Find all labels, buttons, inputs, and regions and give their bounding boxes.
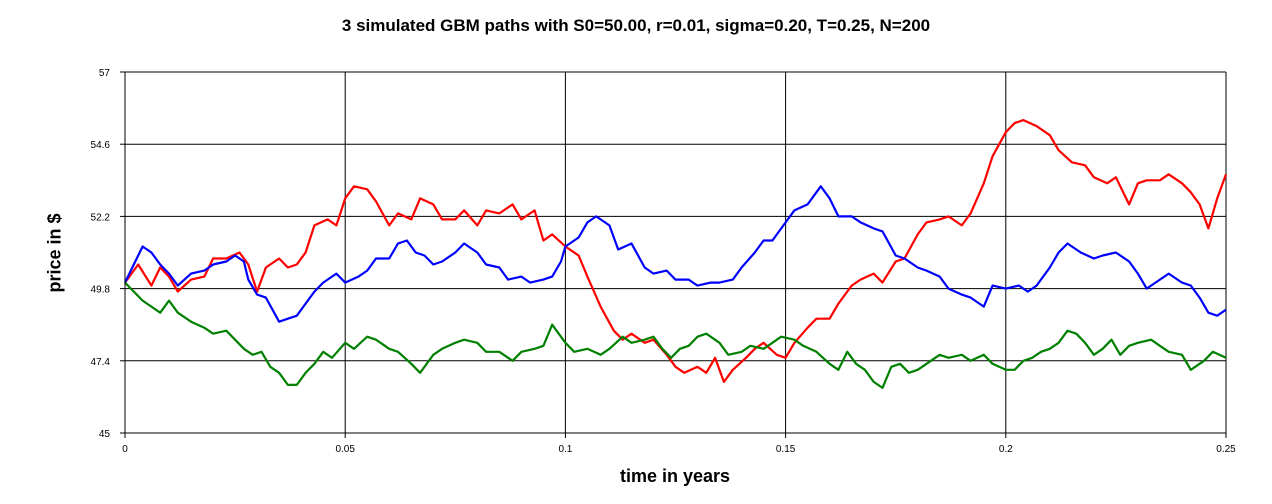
series-line-2 — [124, 185, 1227, 323]
x-tick-label: 0.25 — [1216, 444, 1236, 455]
x-axis-label: time in years — [619, 466, 731, 486]
tick-labels: 0 0.05 0.1 0.15 0.2 0.25 45 47.4 49.8 52.2 54.6 57 — [91, 68, 1237, 455]
y-tick-label: 49.8 — [91, 285, 111, 296]
y-tick-label: 45 — [99, 429, 111, 440]
x-tick-label: 0.05 — [335, 444, 355, 455]
series-line-3 — [124, 281, 1227, 389]
x-tick-label: 0.1 — [558, 444, 572, 455]
y-tick-label: 47.4 — [91, 357, 111, 368]
axes — [120, 71, 1227, 438]
series-lines — [124, 118, 1228, 389]
y-tick-label: 54.6 — [91, 140, 111, 151]
x-tick-label: 0.15 — [776, 444, 796, 455]
series-line-1 — [124, 118, 1228, 383]
x-tick-label: 0 — [122, 444, 128, 455]
grid-lines — [125, 71, 1227, 433]
x-tick-label: 0.2 — [999, 444, 1013, 455]
y-tick-label: 57 — [99, 68, 111, 79]
y-tick-label: 52.2 — [91, 212, 111, 223]
chart-title: 3 simulated GBM paths with S0=50.00, r=0… — [341, 16, 931, 35]
